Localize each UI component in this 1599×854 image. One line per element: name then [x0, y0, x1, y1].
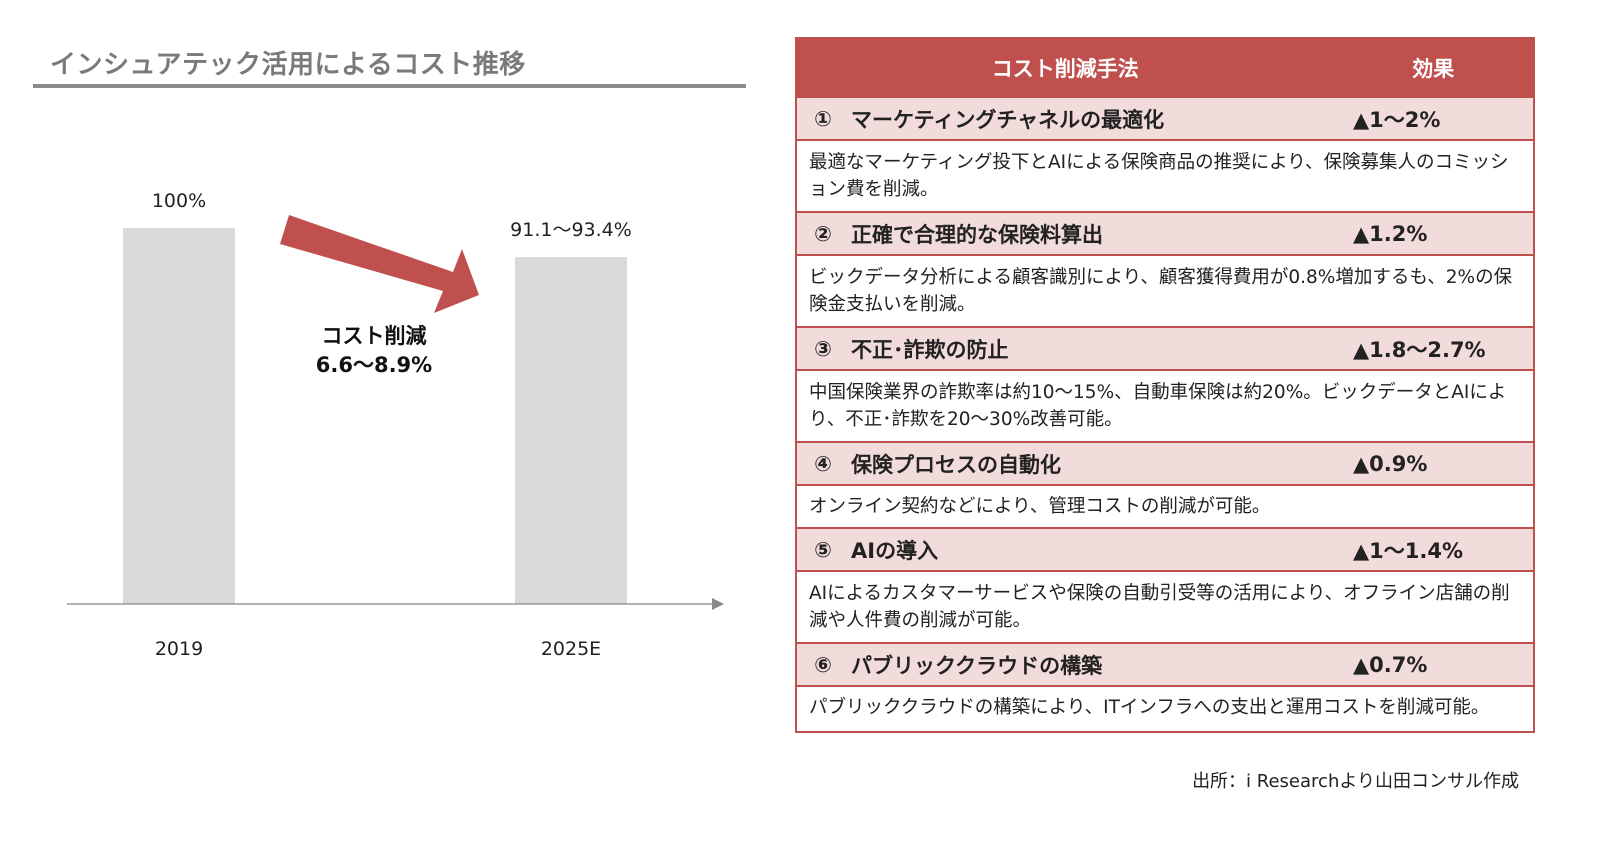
cost-reduction-table: コスト削減手法 効果 ① マーケティングチャネルの最適化 ▲1〜2% 最適なマーケティ…: [795, 37, 1535, 733]
method-description: オンライン契約などにより、管理コストの削減が可能。: [809, 496, 1271, 517]
method-description: ビックデータ分析による顧客識別により、顧客獲得費用が0.8%増加するも、2%の保…: [809, 267, 1513, 315]
chart-title: インシュアテック活用によるコスト推移: [50, 50, 526, 80]
method-description-row: 中国保険業界の詐欺率は約10〜15%、自動車保険は約20%。ビックデータとAIに…: [797, 369, 1533, 441]
bar-2025e: [515, 257, 627, 604]
method-effect: ▲1〜1.4%: [1353, 538, 1464, 563]
method-effect: ▲1.8〜2.7%: [1353, 337, 1486, 362]
method-number: ⑤: [814, 537, 832, 562]
table-header: コスト削減手法 効果: [797, 39, 1533, 96]
method-number: ④: [814, 451, 832, 476]
annotation-line2: 6.6〜8.9%: [316, 353, 432, 377]
method-number: ②: [814, 221, 832, 246]
method-row-header: ② 正確で合理的な保険料算出 ▲1.2%: [797, 211, 1533, 254]
method-row-header: ④ 保険プロセスの自動化 ▲0.9%: [797, 441, 1533, 484]
method-row-header: ⑥ パブリッククラウドの構築 ▲0.7%: [797, 642, 1533, 685]
bar-2019: [123, 228, 235, 604]
value-label-2025e: 91.1〜93.4%: [510, 219, 632, 241]
method-name: 正確で合理的な保険料算出: [851, 222, 1103, 247]
method-effect: ▲0.9%: [1353, 451, 1428, 476]
category-label-2025e: 2025E: [541, 638, 601, 660]
method-name: パブリッククラウドの構築: [851, 653, 1103, 678]
cost-reduction-arrow: [280, 215, 479, 313]
method-description: パブリッククラウドの構築により、ITインフラへの支出と運用コストを削減可能。: [809, 697, 1490, 718]
method-number: ①: [814, 106, 832, 131]
method-name: AIの導入: [851, 538, 939, 563]
method-description: 最適なマーケティング投下とAIによる保険商品の推奨により、保険募集人のコミッショ…: [809, 152, 1509, 200]
method-description-row: オンライン契約などにより、管理コストの削減が可能。: [797, 484, 1533, 527]
method-description-row: パブリッククラウドの構築により、ITインフラへの支出と運用コストを削減可能。: [797, 685, 1533, 728]
method-name: 保険プロセスの自動化: [851, 452, 1061, 477]
method-description-row: ビックデータ分析による顧客識別により、顧客獲得費用が0.8%増加するも、2%の保…: [797, 254, 1533, 326]
method-effect: ▲0.7%: [1353, 652, 1428, 677]
method-description: AIによるカスタマーサービスや保険の自動引受等の活用により、オフライン店舗の削減…: [809, 583, 1510, 631]
method-description-row: 最適なマーケティング投下とAIによる保険商品の推奨により、保険募集人のコミッショ…: [797, 139, 1533, 211]
source-footnote: 出所：i Researchより山田コンサル作成: [1192, 771, 1519, 792]
annotation-line1: コスト削減: [322, 324, 427, 348]
method-description: 中国保険業界の詐欺率は約10〜15%、自動車保険は約20%。ビックデータとAIに…: [809, 382, 1507, 430]
method-effect: ▲1.2%: [1353, 221, 1428, 246]
x-axis-arrowhead: [712, 598, 724, 610]
method-description-row: AIによるカスタマーサービスや保険の自動引受等の活用により、オフライン店舗の削減…: [797, 570, 1533, 642]
title-underline: [33, 84, 746, 88]
method-row-header: ⑤ AIの導入 ▲1〜1.4%: [797, 527, 1533, 570]
category-label-2019: 2019: [155, 638, 203, 660]
value-label-2019: 100%: [152, 190, 206, 212]
header-method: コスト削減手法: [991, 56, 1139, 81]
method-effect: ▲1〜2%: [1353, 107, 1441, 132]
method-row-header: ① マーケティングチャネルの最適化 ▲1〜2%: [797, 96, 1533, 139]
method-number: ⑥: [814, 652, 832, 677]
method-name: 不正･詐欺の防止: [851, 337, 1009, 362]
method-row-header: ③ 不正･詐欺の防止 ▲1.8〜2.7%: [797, 326, 1533, 369]
cost-trend-chart: 100% 2019 91.1〜93.4% 2025E コスト削減 6.6〜8.9%: [67, 190, 724, 660]
method-number: ③: [814, 336, 832, 361]
header-effect: 効果: [1412, 56, 1455, 81]
method-name: マーケティングチャネルの最適化: [851, 107, 1165, 132]
